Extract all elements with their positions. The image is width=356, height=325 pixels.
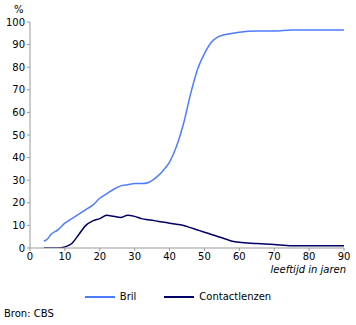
svg-text:40: 40	[12, 152, 25, 163]
svg-text:20: 20	[93, 251, 106, 262]
svg-text:70: 70	[12, 84, 25, 95]
html-text:Bril: Bril	[119, 291, 137, 302]
html-text:Bron: CBS: Bron: CBS	[4, 308, 54, 319]
svg-text:50: 50	[198, 251, 211, 262]
svg-text:20: 20	[12, 197, 25, 208]
svg-text:80: 80	[303, 251, 316, 262]
svg-text:60: 60	[233, 251, 246, 262]
svg-text:0: 0	[27, 251, 33, 262]
svg-text:70: 70	[268, 251, 281, 262]
svg-text:0: 0	[19, 243, 25, 254]
svg-text:30: 30	[12, 175, 25, 186]
svg-text:50: 50	[12, 130, 25, 141]
svg-text:90: 90	[12, 39, 25, 50]
html-text:Contactlenzen: Contactlenzen	[199, 291, 272, 302]
svg-text:80: 80	[12, 62, 25, 73]
svg-text:10: 10	[12, 220, 25, 231]
svg-text:30: 30	[128, 251, 141, 262]
svg-text:60: 60	[12, 107, 25, 118]
html-text:leeftijd in jaren: leeftijd in jaren	[270, 264, 346, 275]
svg-text:40: 40	[163, 251, 176, 262]
svg-text:100: 100	[8, 17, 25, 28]
svg-text:10: 10	[59, 251, 72, 262]
svg-text:90: 90	[338, 251, 348, 262]
